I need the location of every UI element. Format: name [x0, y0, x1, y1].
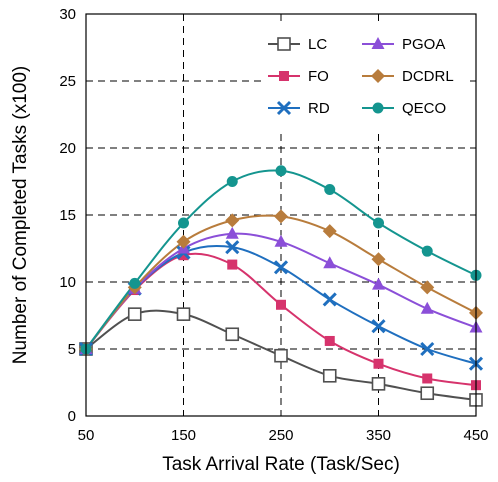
x-axis-label: Task Arrival Rate (Task/Sec) — [162, 454, 400, 475]
legend-marker-lc — [277, 37, 291, 51]
y-tick-label: 15 — [59, 207, 76, 224]
data-point-fo — [324, 335, 335, 346]
data-point-qeco — [324, 184, 336, 196]
plot-frame — [85, 13, 477, 417]
data-point-qeco — [373, 217, 384, 229]
legend-marker-qeco — [372, 102, 384, 114]
x-tick-label: 250 — [268, 427, 293, 444]
data-point-pgoa — [420, 301, 434, 314]
data-point-rd — [322, 292, 337, 307]
data-point-lc — [420, 386, 435, 401]
data-point-rd — [273, 260, 289, 275]
legend-label-fo: FO — [308, 68, 329, 85]
data-point-pgoa — [274, 234, 288, 247]
legend-label-pgoa: PGOA — [402, 36, 445, 53]
data-point-dcdrl — [176, 234, 191, 249]
data-point-qeco — [129, 277, 141, 289]
legend-item-qeco: QECO — [362, 100, 446, 117]
legend-marker-rd — [276, 100, 292, 116]
legend-marker-fo — [279, 71, 289, 81]
data-point-fo — [276, 299, 286, 310]
y-tick-label: 10 — [59, 274, 76, 291]
legend-marker-dcdrl — [371, 69, 385, 83]
data-point-pgoa — [225, 226, 239, 239]
series-markers — [78, 165, 484, 407]
data-point-dcdrl — [225, 213, 240, 228]
data-point-qeco — [275, 165, 287, 177]
data-point-dcdrl — [371, 252, 386, 267]
data-point-fo — [178, 250, 189, 261]
data-point-dcdrl — [322, 224, 337, 239]
data-point-pgoa — [323, 256, 337, 269]
legend-item-lc: LC — [268, 36, 327, 53]
legend-item-dcdrl: DCDRL — [362, 68, 454, 85]
data-point-dcdrl — [274, 209, 288, 224]
data-point-qeco — [421, 245, 433, 257]
data-point-lc — [176, 307, 191, 321]
data-point-lc — [127, 307, 142, 321]
x-tick-label: 350 — [366, 427, 391, 444]
y-tick-label: 20 — [59, 140, 76, 157]
data-point-rd — [420, 341, 435, 357]
x-tick-labels: 50 150 250 350 450 — [78, 427, 489, 444]
y-tick-label: 25 — [59, 73, 76, 90]
data-point-rd — [225, 240, 240, 255]
y-tick-labels: 0 5 10 15 20 25 30 — [59, 6, 76, 425]
legend: LC FO RD PGOA DCDRL QECO — [262, 25, 468, 129]
data-point-fo — [227, 259, 238, 270]
y-tick-label: 30 — [59, 6, 76, 23]
x-tick-label: 450 — [463, 427, 488, 444]
x-tick-label: 50 — [78, 427, 95, 444]
x-tick-label: 150 — [171, 427, 196, 444]
y-tick-label: 5 — [68, 341, 76, 358]
legend-label-qeco: QECO — [402, 100, 446, 117]
data-point-lc — [371, 377, 386, 391]
y-axis-label: Number of Completed Tasks (x100) — [10, 66, 31, 365]
y-tick-label: 0 — [68, 408, 76, 425]
legend-label-dcdrl: DCDRL — [402, 68, 454, 85]
data-point-pgoa — [372, 277, 385, 290]
series-line-qeco — [85, 169, 477, 350]
data-point-rd — [371, 319, 386, 334]
data-point-fo — [373, 358, 384, 369]
legend-item-fo: FO — [268, 68, 329, 85]
data-point-fo — [422, 373, 433, 384]
data-point-lc — [322, 368, 337, 383]
data-point-lc — [274, 348, 288, 363]
legend-label-rd: RD — [308, 100, 330, 117]
data-point-qeco — [226, 176, 238, 187]
data-point-qeco — [178, 217, 189, 229]
legend-marker-pgoa — [371, 37, 385, 49]
legend-item-pgoa: PGOA — [362, 36, 445, 53]
data-point-dcdrl — [420, 280, 435, 295]
legend-label-lc: LC — [308, 36, 327, 53]
data-point-lc — [225, 327, 240, 342]
legend-item-rd: RD — [268, 100, 330, 117]
